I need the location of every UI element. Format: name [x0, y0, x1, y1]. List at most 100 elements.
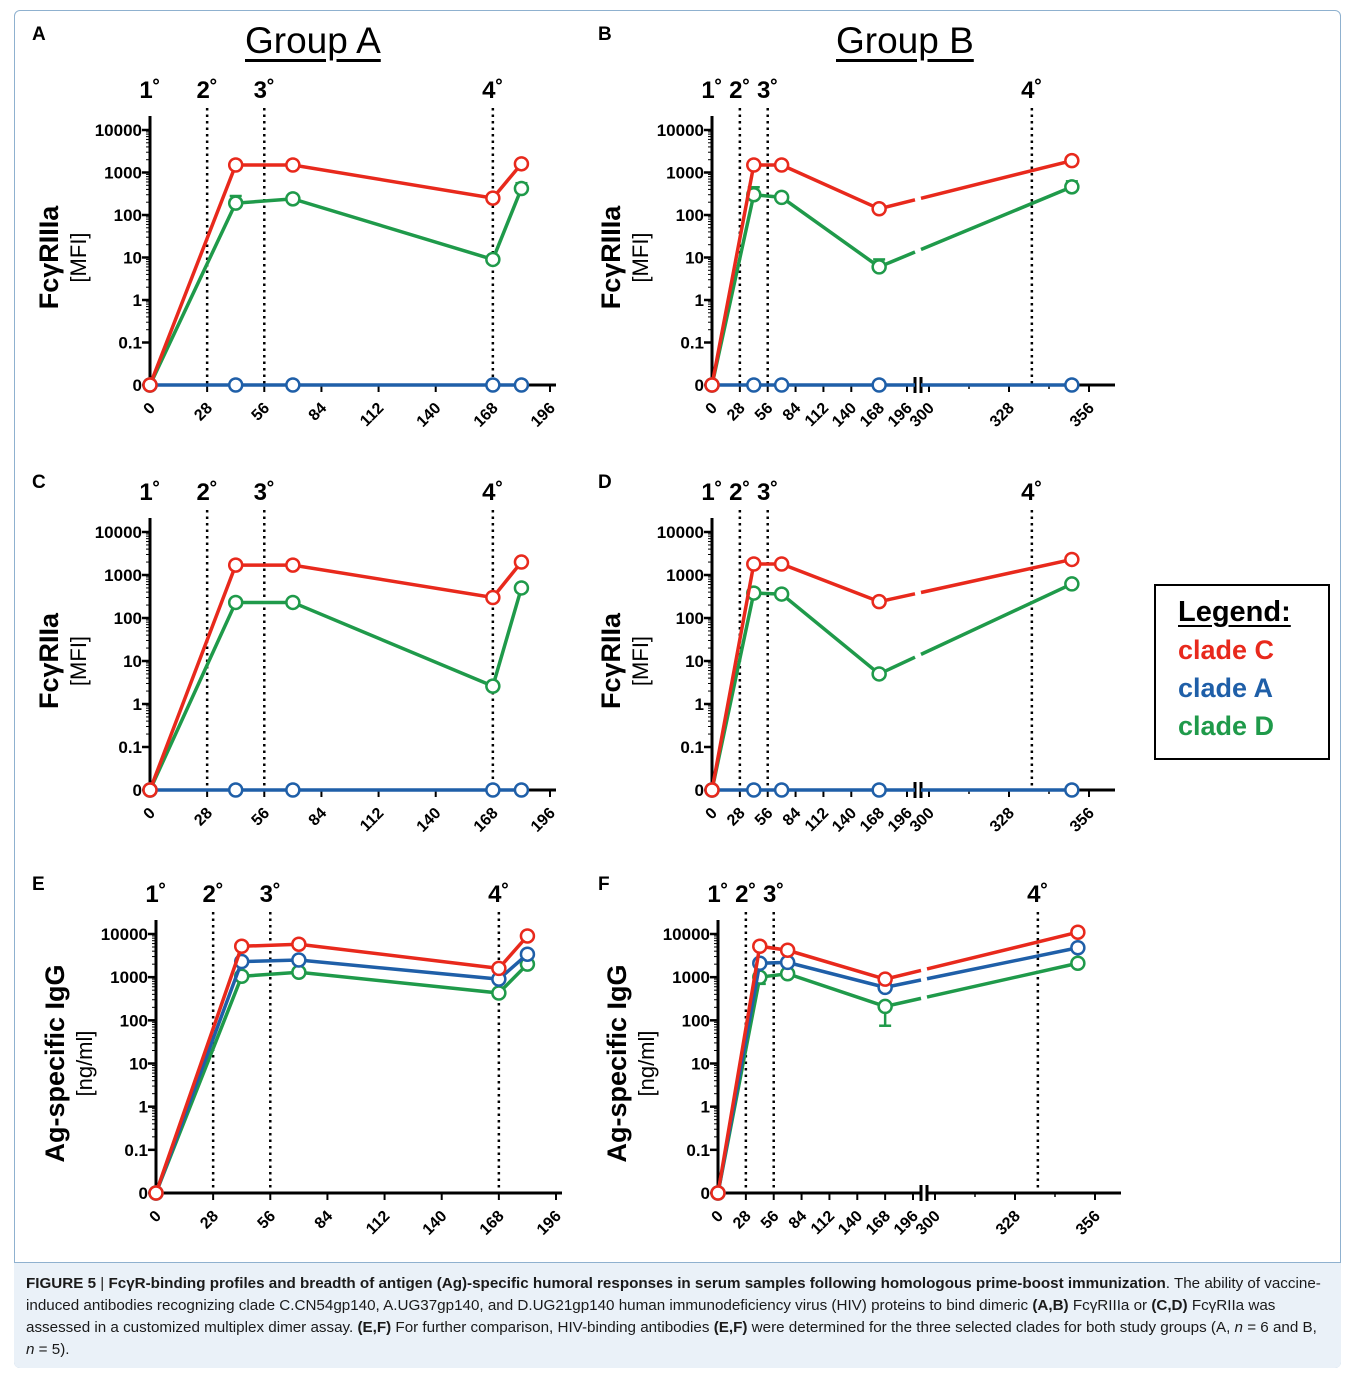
x-tick-label: 356: [1073, 1208, 1104, 1239]
x-tick-label: 140: [829, 400, 860, 431]
x-tick-label: 56: [758, 1208, 783, 1233]
data-point-clade-A: [746, 377, 762, 393]
x-tick-label: 140: [835, 1208, 866, 1239]
y-axis-unit: [MFI]: [66, 636, 91, 686]
immunization-label: 4˚: [1021, 77, 1042, 104]
x-tick-label: 0: [703, 805, 721, 823]
data-point-clade-A: [519, 946, 536, 962]
y-tick-label: 100: [120, 1011, 148, 1030]
y-tick-label: 100: [114, 609, 142, 628]
immunization-label: 1˚: [701, 479, 722, 506]
data-point-clade-D: [773, 586, 790, 602]
x-tick-label: 140: [414, 400, 445, 431]
x-tick-label: 328: [993, 1208, 1024, 1239]
x-tick-label: 84: [786, 1208, 811, 1233]
group-a-title: Group A: [245, 20, 381, 61]
data-point-clade-C: [773, 157, 790, 173]
y-tick-label: 10000: [663, 925, 710, 944]
data-point-clade-C: [485, 589, 501, 606]
data-point-clade-C: [233, 938, 250, 955]
y-tick-label: 0: [133, 376, 142, 395]
x-tick-label: 0: [141, 805, 159, 823]
data-point-clade-A: [1064, 377, 1080, 393]
immunization-label: 2˚: [196, 479, 217, 506]
series-line-clade-D: [148, 187, 524, 386]
data-point-clade-A: [773, 782, 790, 798]
data-point-clade-A: [227, 782, 244, 798]
data-point-clade-A: [291, 952, 307, 968]
immunization-label: 3˚: [254, 479, 275, 506]
caption-ref-ef-2: (E,F): [713, 1319, 748, 1336]
y-axis-label: FcγRIIa: [34, 612, 64, 709]
x-tick-label: 328: [987, 400, 1018, 431]
y-axis-label: Ag-specific IgG: [40, 964, 70, 1162]
panel-a: A FcγRIIIa [MFI] 0 0.1 1 10 100 1000 10000 0 28 56 84…: [32, 24, 559, 431]
immunization-label: 1˚: [139, 77, 160, 104]
caption-separator: |: [100, 1275, 105, 1292]
caption-ref-ef-1: (E,F): [357, 1319, 392, 1336]
x-tick-label: 140: [414, 805, 445, 836]
legend-item-clade-a: clade A: [1178, 673, 1274, 703]
data-point-clade-A: [1064, 782, 1080, 798]
x-tick-label: 356: [1067, 400, 1098, 431]
x-tick-label: 112: [357, 805, 387, 835]
x-tick-label: 300: [907, 400, 938, 431]
series-line-clade-C: [926, 930, 1079, 971]
series-line-clade-D: [154, 962, 529, 1194]
data-point-clade-C: [704, 782, 720, 798]
y-axis-unit: [MFI]: [66, 232, 91, 282]
y-tick-label: 100: [114, 206, 142, 225]
data-point-clade-C: [285, 157, 301, 173]
data-point-clade-A: [227, 377, 244, 393]
y-tick-label: 0.1: [118, 334, 142, 353]
series-line-clade-C: [148, 162, 523, 386]
y-tick-label: 0: [695, 376, 704, 395]
data-point-clade-C: [285, 557, 301, 573]
x-tick-label: 84: [306, 805, 331, 830]
caption-text-1: . The ability of vaccine-induced antibod…: [26, 1275, 1321, 1314]
data-point-clade-D: [1064, 576, 1080, 592]
data-point-clade-D: [513, 180, 530, 197]
series-line-clade-C: [710, 562, 880, 791]
y-tick-label: 10: [123, 652, 142, 671]
data-point-clade-C: [1070, 924, 1086, 940]
x-tick-label: 112: [363, 1208, 393, 1238]
data-point-clade-A: [513, 377, 530, 393]
data-point-clade-C: [227, 157, 244, 173]
immunization-label: 1˚: [139, 479, 160, 506]
caption-text-4: For further comparison, HIV-binding anti…: [391, 1319, 714, 1336]
data-point-clade-A: [513, 782, 530, 798]
y-axis-unit: [ng/ml]: [72, 1030, 97, 1096]
panel-letter-c: C: [32, 472, 46, 493]
y-axis-unit: [ng/ml]: [634, 1030, 659, 1096]
immunization-label: 4˚: [1021, 479, 1042, 506]
data-point-clade-D: [285, 594, 301, 611]
caption-n-1: n: [1234, 1319, 1243, 1336]
data-point-clade-C: [148, 1185, 164, 1201]
y-tick-label: 10: [685, 652, 704, 671]
data-point-clade-D: [877, 998, 893, 1015]
data-point-clade-D: [1070, 955, 1086, 972]
panel-e: E Ag-specific IgG [ng/ml] 0 0.1 1 10 100 1000 100…: [32, 874, 565, 1239]
y-tick-label: 100: [676, 609, 704, 628]
x-tick-label: 0: [141, 400, 159, 418]
data-point-clade-A: [746, 782, 762, 798]
x-tick-label: 56: [249, 805, 274, 830]
caption-title: FcγR-binding profiles and breadth of ant…: [108, 1275, 1166, 1292]
series-line-clade-D: [148, 587, 524, 791]
data-point-clade-C: [746, 157, 762, 173]
x-tick-label: 112: [802, 805, 832, 835]
panel-letter-d: D: [598, 472, 612, 493]
y-tick-label: 0.1: [680, 334, 704, 353]
y-tick-label: 0.1: [686, 1141, 710, 1160]
data-point-clade-C: [704, 377, 720, 393]
y-axis-label: FcγRIIa: [596, 612, 626, 709]
immunization-label: 2˚: [729, 77, 750, 104]
x-tick-label: 84: [312, 1208, 337, 1233]
y-tick-label: 10: [123, 249, 142, 268]
y-tick-label: 1000: [110, 968, 148, 987]
data-point-clade-A: [871, 377, 887, 393]
panel-letter-b: B: [598, 24, 612, 45]
